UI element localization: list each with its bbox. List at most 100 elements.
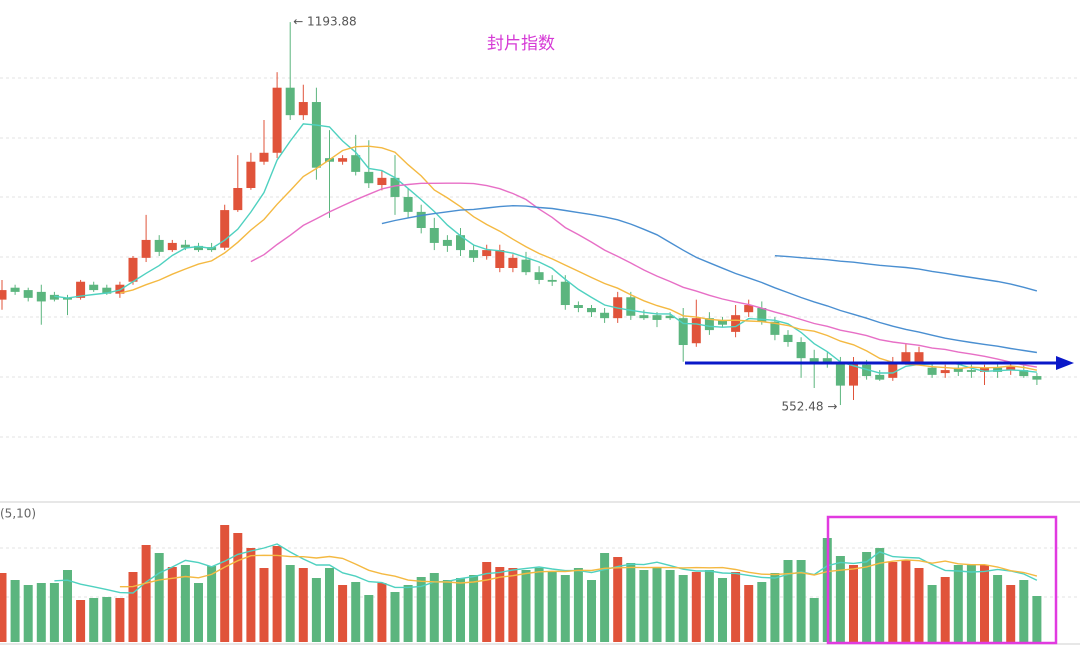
- volume-bar: [49, 583, 59, 642]
- candle-body: [390, 177, 400, 197]
- candle-body: [442, 239, 452, 246]
- candle-body: [940, 370, 950, 374]
- candle-body: [495, 250, 505, 268]
- volume-bar: [783, 560, 793, 642]
- volume-bar: [927, 585, 937, 642]
- candle-body: [194, 245, 203, 251]
- candle-body: [678, 318, 688, 346]
- candle-body: [377, 177, 387, 186]
- volume-bar: [521, 570, 531, 642]
- volume-bar: [691, 572, 701, 642]
- candle-body: [128, 257, 138, 282]
- candle-body: [154, 239, 164, 252]
- candle-body: [416, 211, 426, 228]
- candle-body: [298, 102, 308, 116]
- candle-body: [429, 228, 439, 243]
- volume-bar: [888, 562, 898, 642]
- volume-moving-average: [54, 543, 1038, 594]
- volume-bar: [469, 575, 479, 642]
- candle-body: [23, 290, 33, 298]
- volume-bar: [128, 572, 138, 642]
- volume-bar: [102, 597, 112, 642]
- volume-bar: [914, 568, 924, 642]
- moving-average: [119, 145, 1038, 371]
- volume-bar: [495, 567, 505, 642]
- candle-body: [547, 279, 557, 282]
- grid: [0, 77, 1080, 645]
- volume-bar: [325, 568, 334, 642]
- volume-bar: [573, 568, 583, 642]
- volume-bar: [534, 568, 544, 642]
- volume-bar: [311, 578, 321, 642]
- volume-bar: [259, 568, 269, 642]
- volume-bar: [770, 573, 780, 642]
- volume-bar: [849, 565, 858, 642]
- volume-bar: [10, 580, 20, 642]
- annotation: 552.48 →: [782, 400, 838, 414]
- candle-body: [927, 367, 937, 375]
- candle-body: [849, 361, 858, 386]
- volume-bar: [89, 598, 99, 642]
- volume-bar: [390, 592, 400, 642]
- volume-bar: [600, 553, 610, 642]
- volume-bar: [220, 525, 230, 642]
- candle-body: [783, 334, 793, 343]
- candle-body: [600, 312, 610, 319]
- candle-body: [993, 367, 1003, 372]
- support-arrow-head: [1056, 356, 1074, 370]
- volume-bar: [180, 565, 190, 642]
- candle-body: [521, 259, 531, 273]
- candle-body: [259, 152, 269, 162]
- moving-average: [381, 204, 1038, 354]
- moving-average: [54, 123, 1037, 374]
- volume-bar: [560, 575, 570, 642]
- candle-body: [835, 361, 845, 386]
- candle-body: [233, 188, 243, 211]
- candle-body: [587, 308, 596, 313]
- candle-body: [469, 250, 479, 258]
- candle-body: [167, 242, 177, 251]
- volume-bar: [744, 585, 754, 642]
- candle-body: [403, 196, 413, 212]
- candle-body: [10, 287, 20, 292]
- chart-title: 封片指数: [487, 34, 555, 54]
- candle-body: [456, 235, 465, 251]
- volume-bar: [547, 572, 557, 642]
- volume-bar: [862, 552, 872, 642]
- volume-bar: [665, 570, 675, 642]
- volume-bar: [1006, 585, 1016, 642]
- volume-bar: [704, 570, 714, 642]
- volume-bar: [796, 560, 806, 642]
- candles: [0, 22, 1042, 406]
- volume-bar: [482, 562, 492, 642]
- candle-body: [862, 364, 872, 377]
- highlight-box: [826, 515, 1058, 645]
- volume-bar: [0, 573, 7, 642]
- volume-bar: [338, 585, 348, 642]
- candle-body: [966, 370, 976, 372]
- volume-bar: [194, 583, 203, 642]
- candle-body: [141, 239, 151, 258]
- candle-body: [744, 305, 754, 313]
- volume-bar: [207, 566, 217, 642]
- volume-bar: [980, 565, 989, 642]
- volume-bar: [403, 585, 413, 642]
- candle-body: [875, 374, 885, 380]
- candle-body: [76, 281, 86, 298]
- volume-bar: [966, 565, 976, 642]
- candle-body: [89, 284, 99, 291]
- volume-bar: [835, 556, 845, 642]
- volume-moving-average: [119, 554, 1038, 588]
- candle-body: [914, 352, 924, 362]
- volume-bar: [23, 585, 33, 642]
- candle-body: [652, 315, 662, 320]
- volume-bar: [639, 570, 649, 642]
- candle-body: [639, 315, 649, 319]
- candle-body: [220, 210, 230, 248]
- volume-bar: [115, 598, 125, 642]
- volume-bar: [442, 580, 452, 642]
- volume-bar: [678, 575, 688, 642]
- candle-body: [311, 102, 321, 168]
